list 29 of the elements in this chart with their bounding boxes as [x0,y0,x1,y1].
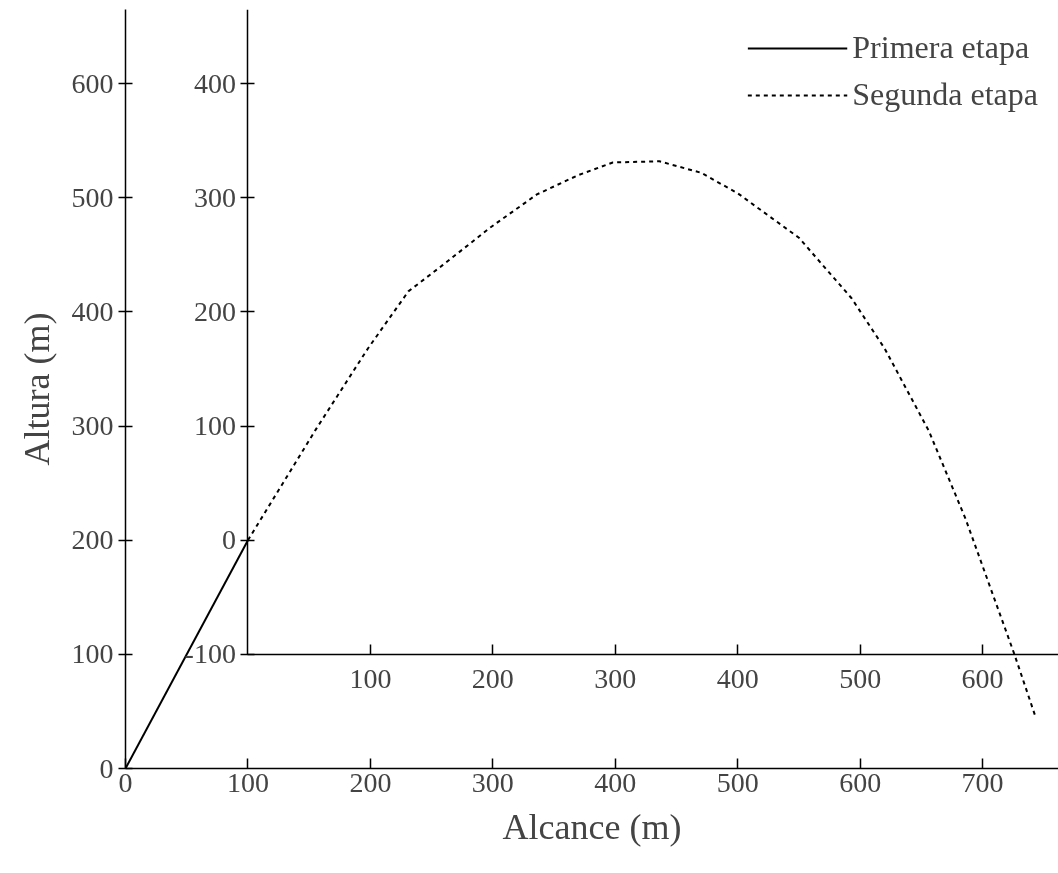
legend-label: Segunda etapa [852,76,1038,113]
y2-tick-label: -100 [184,638,236,670]
y2-tick-label: 0 [221,524,236,556]
y2-tick-label: 100 [193,410,236,442]
x-tick-label: 600 [839,766,882,798]
y-tick-label: 300 [71,410,114,442]
y-tick-label: 600 [71,67,114,99]
x2-tick-label: 200 [471,663,514,695]
x-tick-label: 500 [716,766,759,798]
y2-tick-label: 300 [193,181,236,213]
x2-tick-label: 600 [961,663,1004,695]
y-tick-label: 200 [71,524,114,556]
x2-tick-label: 300 [594,663,637,695]
y2-tick-label: 200 [193,295,236,327]
y-axis-title: Altura (m) [16,312,57,466]
y-tick-label: 100 [71,638,114,670]
x2-tick-label: 500 [839,663,882,695]
y-tick-label: 400 [71,295,114,327]
x-tick-label: 300 [471,766,514,798]
x-tick-label: 200 [349,766,392,798]
y2-tick-label: 400 [193,67,236,99]
y-tick-label: 500 [71,181,114,213]
x-tick-label: 700 [961,766,1004,798]
x-tick-label: 100 [226,766,269,798]
legend-label: Primera etapa [852,29,1030,66]
x-tick-label: 400 [594,766,637,798]
x2-tick-label: 400 [716,663,759,695]
x-axis-title: Alcance (m) [502,806,682,847]
x2-tick-label: 100 [349,663,392,695]
